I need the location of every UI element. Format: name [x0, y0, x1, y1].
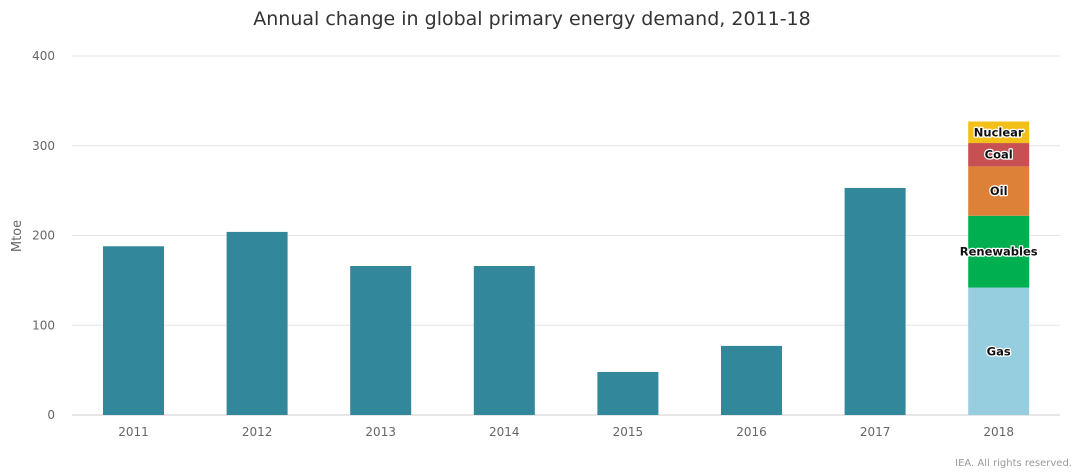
x-tick-label: 2015: [613, 425, 644, 439]
stack-label-gas: Gas: [987, 344, 1011, 358]
stack-segment-nuclear: [968, 121, 1030, 144]
bar-2015: [597, 371, 659, 415]
y-tick-label: 100: [32, 318, 55, 332]
y-axis-label: Mtoe: [10, 220, 25, 252]
stack-label-coal: Coal: [985, 148, 1013, 162]
y-tick-label: 0: [47, 408, 55, 422]
stack-label-renewables: Renewables: [960, 245, 1038, 259]
bar-2013: [350, 266, 412, 415]
stack-segment-gas: [968, 287, 1030, 415]
y-axis-ticks: 0 100 200 300 400: [32, 49, 55, 422]
bars: [103, 187, 906, 415]
stack-segment-oil: [968, 166, 1030, 216]
stack-segment-coal: [968, 143, 1030, 167]
stacked-bar-2018: Gas Renewables Oil Coal Nuclear: [959, 121, 1039, 415]
bar-2014: [473, 266, 535, 415]
stack-label-oil: Oil: [990, 184, 1008, 198]
bar-2011: [103, 246, 164, 415]
x-tick-label: 2016: [736, 425, 767, 439]
y-tick-label: 400: [32, 49, 55, 63]
stack-segment-renewables: [968, 215, 1030, 288]
x-tick-label: 2012: [242, 425, 273, 439]
bar-2016: [721, 345, 782, 415]
grid-lines: [72, 55, 1060, 416]
chart-title: Annual change in global primary energy d…: [253, 8, 811, 30]
stack-label-nuclear: Nuclear: [974, 125, 1024, 139]
y-tick-label: 300: [32, 139, 55, 153]
x-tick-label: 2014: [489, 425, 520, 439]
bar-2012: [226, 231, 288, 415]
y-tick-label: 200: [32, 229, 55, 243]
x-tick-label: 2013: [365, 425, 396, 439]
x-tick-label: 2017: [860, 425, 891, 439]
x-tick-label: 2011: [118, 425, 149, 439]
copyright-credit: IEA. All rights reserved.: [955, 458, 1072, 469]
x-tick-label: 2018: [983, 425, 1014, 439]
x-axis-ticks: 2011 2012 2013 2014 2015 2016 2017 2018: [118, 425, 1014, 439]
bar-2017: [844, 187, 906, 415]
